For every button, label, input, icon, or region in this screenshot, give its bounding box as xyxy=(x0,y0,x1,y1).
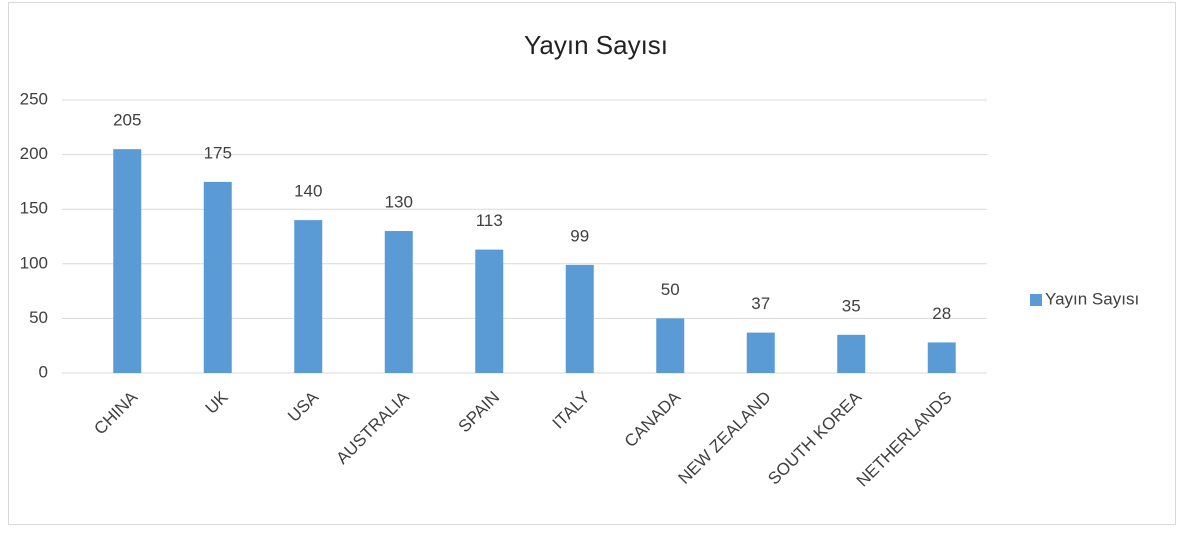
data-label: 50 xyxy=(661,280,680,299)
y-tick-label: 50 xyxy=(29,308,48,327)
legend-swatch xyxy=(1030,294,1042,306)
bar xyxy=(475,249,504,373)
bar xyxy=(656,318,685,373)
data-label: 205 xyxy=(113,111,141,130)
bar xyxy=(927,342,956,373)
y-tick-label: 0 xyxy=(39,362,48,381)
legend-label: Yayın Sayısı xyxy=(1045,289,1139,308)
data-label: 130 xyxy=(385,193,413,212)
data-label: 175 xyxy=(204,143,232,162)
bar xyxy=(837,334,866,373)
data-label: 99 xyxy=(570,226,589,245)
y-tick-label: 150 xyxy=(20,199,48,218)
bar xyxy=(203,181,232,373)
data-label: 35 xyxy=(842,296,861,315)
data-label: 113 xyxy=(476,211,503,230)
bar xyxy=(113,149,142,373)
chart-title: Yayın Sayısı xyxy=(524,30,668,60)
y-tick-label: 200 xyxy=(20,144,48,163)
y-tick-label: 250 xyxy=(20,89,48,108)
data-label: 37 xyxy=(751,294,770,313)
bar xyxy=(746,332,775,373)
bar xyxy=(294,220,323,373)
data-label: 28 xyxy=(932,304,951,323)
y-tick-label: 100 xyxy=(20,253,48,272)
data-label: 140 xyxy=(294,182,322,201)
bar xyxy=(384,231,413,373)
bar xyxy=(565,264,594,373)
